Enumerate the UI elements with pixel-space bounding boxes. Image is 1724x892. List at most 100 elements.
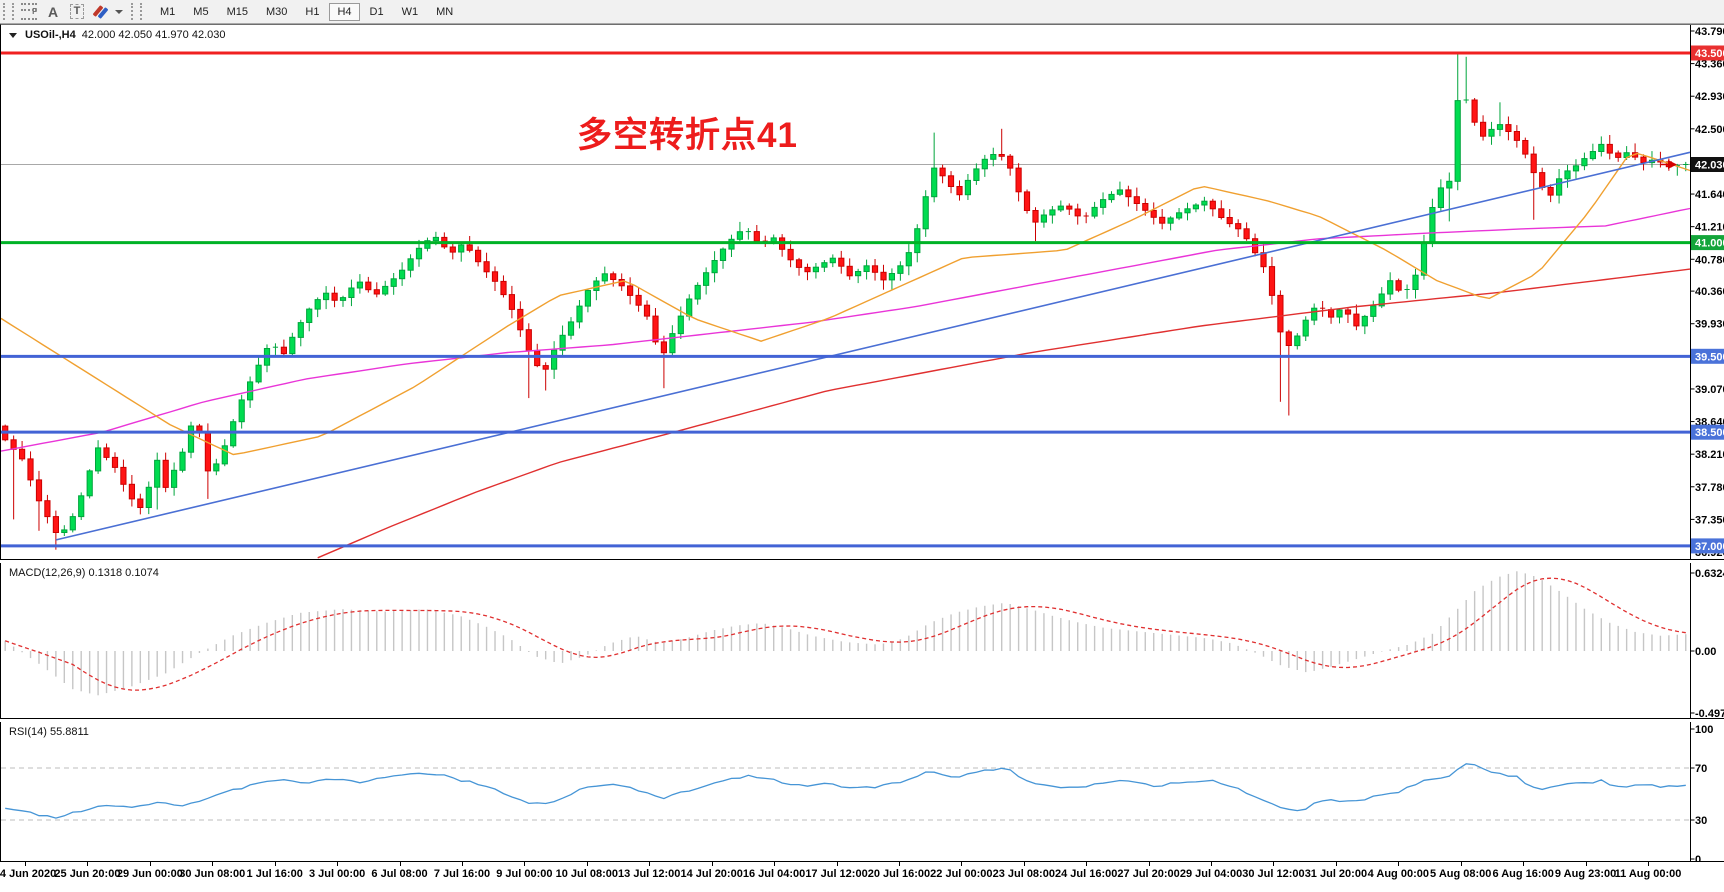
time-tick (461, 862, 463, 866)
time-tick (711, 862, 713, 866)
time-label: 27 Jul 20:00 (1117, 868, 1180, 880)
svg-text:42.930: 42.930 (1695, 91, 1724, 103)
time-label: 17 Jul 12:00 (805, 868, 868, 880)
time-label: 5 Aug 08:00 (1430, 868, 1492, 880)
time-tick (1398, 862, 1400, 866)
svg-text:0.6324: 0.6324 (1695, 568, 1724, 580)
time-tick (212, 862, 214, 866)
time-tick (149, 862, 151, 866)
time-tick (961, 862, 963, 866)
chart-annotation-text: 多空转折点41 (577, 116, 798, 155)
rsi-indicator-panel[interactable]: 100 70 30 0 RSI(14) 55.8811 (0, 722, 1724, 862)
time-tick (898, 862, 900, 866)
time-label: 23 Jul 08:00 (992, 868, 1055, 880)
time-axis[interactable]: 24 Jun 2020 25 Jun 20:00 29 Jun 00:00 30 Ju… (0, 862, 1724, 892)
chart-ohlc-values: 42.000 42.050 41.970 42.030 (81, 29, 226, 41)
time-tick (1273, 862, 1275, 866)
time-tick (274, 862, 276, 866)
price-chart-canvas[interactable]: 43.790 43.360 42.930 42.500 41.640 41.210 40.7… (1, 25, 1724, 560)
svg-text:38.210: 38.210 (1695, 449, 1724, 461)
svg-text:100: 100 (1695, 724, 1713, 736)
svg-text:37.000: 37.000 (1695, 541, 1724, 553)
time-label: 20 Jul 16:00 (867, 868, 931, 880)
rsi-label: RSI(14) 55.8811 (9, 726, 89, 738)
toolbar-drag-handle[interactable] (3, 3, 14, 20)
svg-text:39.500: 39.500 (1695, 351, 1724, 363)
timeframe-button-h1[interactable]: H1 (305, 5, 320, 18)
time-label: 31 Jul 20:00 (1304, 868, 1368, 880)
time-tick (586, 862, 588, 866)
time-label: 30 Jun 08:00 (179, 868, 246, 880)
svg-text:42.030: 42.030 (1695, 160, 1724, 172)
svg-text:43.500: 43.500 (1695, 48, 1724, 60)
time-tick (1585, 862, 1587, 866)
fibonacci-glyph: F (32, 7, 37, 16)
time-label: 11 Aug 00:00 (1614, 868, 1682, 880)
time-label: 13 Jul 12:00 (618, 868, 681, 880)
text-label-tool-icon[interactable]: A (47, 3, 59, 20)
svg-text:30: 30 (1695, 815, 1707, 827)
time-label: 24 Jun 2020 (0, 868, 57, 880)
timeframe-button-w1[interactable]: W1 (401, 5, 419, 18)
time-tick (25, 862, 26, 866)
svg-text:-0.497: -0.497 (1695, 708, 1724, 718)
fibonacci-tool-icon[interactable]: F (17, 2, 41, 22)
time-tick (1648, 862, 1649, 866)
svg-text:39.070: 39.070 (1695, 384, 1724, 396)
svg-text:39.930: 39.930 (1695, 319, 1724, 331)
time-label: 10 Jul 08:00 (555, 868, 618, 880)
time-label: 6 Jul 08:00 (371, 868, 428, 880)
time-tick (649, 862, 651, 866)
chart-symbol-title: USOil-,H4 (25, 29, 76, 41)
chart-dropdown-icon[interactable] (9, 32, 17, 38)
timeframe-button-m5[interactable]: M5 (193, 5, 209, 18)
time-tick (524, 862, 526, 866)
timeframe-button-h4[interactable]: H4 (329, 2, 360, 21)
svg-text:41.000: 41.000 (1695, 238, 1724, 250)
svg-text:40.360: 40.360 (1695, 286, 1724, 298)
timeframe-button-m15[interactable]: M15 (226, 5, 248, 18)
time-tick (1086, 862, 1088, 866)
drawing-tools-dropdown-icon[interactable] (115, 9, 123, 14)
time-label: 14 Jul 20:00 (680, 868, 743, 880)
text-box-tool-icon[interactable]: T (65, 2, 89, 22)
macd-canvas[interactable]: 0.6324 0.00 -0.497 (1, 563, 1724, 718)
time-tick (399, 862, 401, 866)
time-tick (1460, 862, 1462, 866)
svg-text:38.500: 38.500 (1695, 427, 1724, 439)
time-tick (1523, 862, 1525, 866)
svg-text:40.780: 40.780 (1695, 254, 1724, 266)
time-label: 29 Jun 00:00 (116, 868, 183, 880)
rsi-canvas[interactable]: 100 70 30 0 (1, 722, 1724, 861)
timeframe-button-m1[interactable]: M1 (160, 5, 176, 18)
chart-toolbar: F A T M1 M5 M15 M30 H1 H4 D1 W1 MN (0, 0, 1724, 24)
svg-text:37.350: 37.350 (1695, 514, 1724, 526)
macd-indicator-panel[interactable]: 0.6324 0.00 -0.497 MACD(12,26,9) 0.1318 0.… (0, 563, 1724, 718)
svg-text:42.500: 42.500 (1695, 124, 1724, 136)
time-label: 6 Aug 16:00 (1492, 868, 1554, 880)
time-tick (1335, 862, 1337, 866)
time-label: 30 Jul 12:00 (1242, 868, 1305, 880)
timeframe-bar-handle[interactable] (131, 3, 142, 20)
macd-label: MACD(12,26,9) 0.1318 0.1074 (9, 567, 159, 579)
time-label: 3 Jul 00:00 (308, 868, 366, 880)
svg-text:70: 70 (1695, 763, 1707, 775)
time-label: 29 Jul 04:00 (1179, 868, 1243, 880)
time-label: 7 Jul 16:00 (433, 868, 491, 880)
svg-text:37.780: 37.780 (1695, 482, 1724, 494)
timeframe-button-m30[interactable]: M30 (265, 5, 288, 18)
timeframe-button-mn[interactable]: MN (436, 5, 454, 18)
svg-text:41.640: 41.640 (1695, 189, 1724, 201)
chart-title-bar: USOil-,H4 42.000 42.050 41.970 42.030 (9, 29, 225, 41)
drawing-tools-icon[interactable] (89, 2, 113, 22)
time-tick (836, 862, 838, 866)
svg-text:0.00: 0.00 (1695, 646, 1716, 658)
time-tick (87, 862, 89, 866)
time-label: 25 Jun 20:00 (54, 868, 121, 880)
time-tick (1148, 862, 1150, 866)
time-tick (774, 862, 776, 866)
timeframe-button-d1[interactable]: D1 (369, 5, 384, 18)
price-chart-panel[interactable]: 43.790 43.360 42.930 42.500 41.640 41.210 40.7… (0, 24, 1724, 560)
time-label: 16 Jul 04:00 (742, 868, 806, 880)
time-label: 4 Aug 00:00 (1367, 868, 1429, 880)
